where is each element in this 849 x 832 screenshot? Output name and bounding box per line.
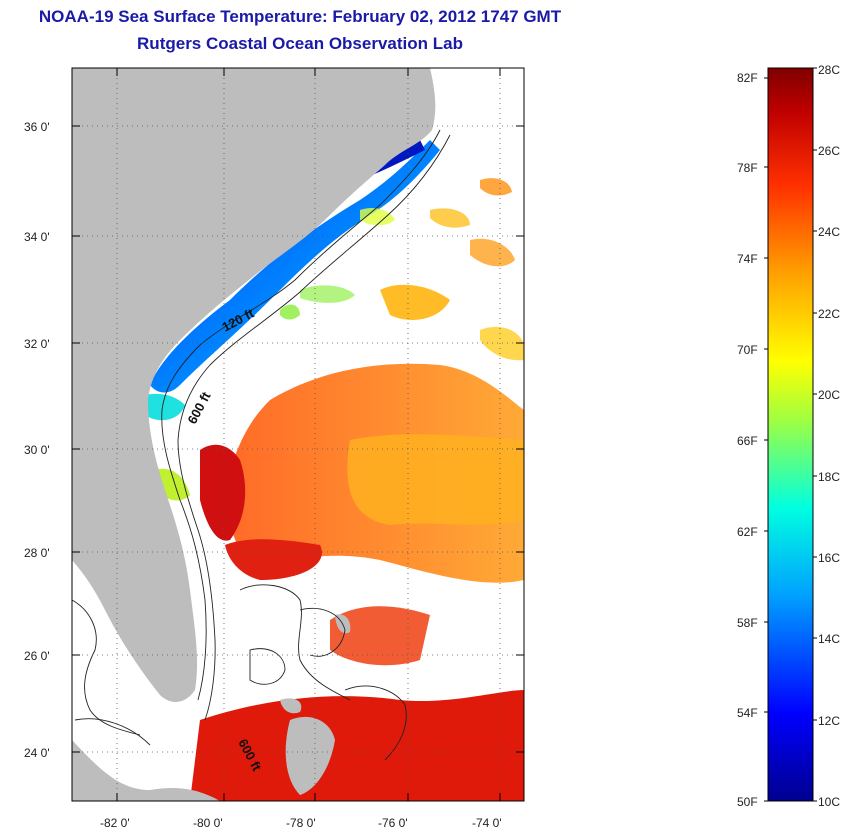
warm-region-coastal [200,444,246,541]
map-title: NOAA-19 Sea Surface Temperature: Februar… [38,7,562,26]
lat-label: 28 0' [24,546,50,560]
lat-label: 26 0' [24,649,50,663]
cb-f-label: 50F [737,795,758,809]
bathymetry-contours [72,129,451,761]
lat-label: 32 0' [24,337,50,351]
colorbar-fahrenheit-labels: 82F 78F 74F 70F 66F 62F 58F 54F 50F [737,71,758,809]
cb-f-label: 58F [737,616,758,630]
colorbar-celsius-labels: 28C 26C 24C 22C 20C 18C 16C 14C 12C 10C [818,63,840,809]
warm-region-bahamas [330,606,430,666]
cool-coastal-water [145,393,185,421]
cb-f-label: 78F [737,161,758,175]
warm-region-south [190,690,524,801]
cb-c-label: 16C [818,551,840,565]
lat-label: 30 0' [24,443,50,457]
cb-c-label: 26C [818,144,840,158]
sst-map: 120 ft 600 ft 600 ft [72,68,524,801]
cb-f-label: 74F [737,252,758,266]
lon-label: -76 0' [378,816,408,830]
lon-label: -78 0' [286,816,316,830]
cb-f-label: 82F [737,71,758,85]
cb-c-label: 20C [818,388,840,402]
cb-f-label: 70F [737,343,758,357]
warm-region-east [347,434,524,525]
cb-c-label: 24C [818,225,840,239]
cb-c-label: 12C [818,714,840,728]
lon-label: -74 0' [472,816,502,830]
lat-label: 24 0' [24,746,50,760]
land-masses [72,68,436,801]
map-ticks [72,68,524,801]
map-frame [71,67,525,802]
southeast-us-land [72,68,436,702]
cuba-west-land [72,740,220,801]
cb-c-label: 18C [818,470,840,484]
latitude-labels: 36 0' 34 0' 32 0' 30 0' 28 0' 26 0' 24 0… [24,120,50,760]
graticule [72,68,524,801]
cold-shelf-water [150,140,440,393]
colorbar-gradient [767,67,814,802]
cb-c-label: 28C [818,63,840,77]
cb-c-label: 22C [818,307,840,321]
cb-c-label: 10C [818,795,840,809]
cb-c-label: 14C [818,632,840,646]
sst-data-patches [72,140,524,801]
colorbar: 82F 78F 74F 70F 66F 62F 58F 54F 50F 28C … [737,63,840,809]
lon-label: -80 0' [193,816,223,830]
lat-label: 34 0' [24,230,50,244]
cb-f-label: 54F [737,706,758,720]
cb-f-label: 66F [737,434,758,448]
andros-island [285,716,335,795]
longitude-labels: -82 0' -80 0' -78 0' -76 0' -74 0' [100,816,502,830]
map-subtitle: Rutgers Coastal Ocean Observation Lab [137,34,463,53]
lat-label: 36 0' [24,120,50,134]
warm-region-mid [225,539,322,580]
lon-label: -82 0' [100,816,130,830]
cb-f-label: 62F [737,525,758,539]
